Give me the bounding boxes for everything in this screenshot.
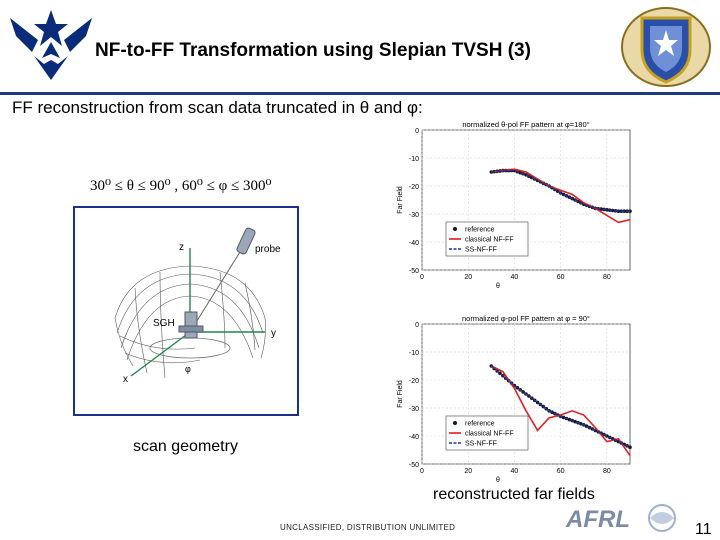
- scan-geometry-caption: scan geometry: [133, 438, 238, 455]
- afrl-logo: AFRL: [565, 504, 676, 533]
- legend-label: classical NF-FF: [465, 237, 514, 244]
- x-tick-label: 40: [511, 274, 519, 281]
- far-field-caption: reconstructed far fields: [433, 486, 595, 503]
- y-tick-label: -40: [409, 434, 419, 441]
- chart-phi-pol: normalized φ-pol FF pattern at φ = 90°0-…: [397, 314, 632, 484]
- y-axis-label: Far Field: [397, 186, 404, 214]
- afrl-logo-text: AFRL: [565, 506, 630, 533]
- y-tick-label: -10: [409, 156, 419, 163]
- y-tick-label: -50: [409, 462, 419, 469]
- x-tick-label: 20: [464, 468, 472, 475]
- sgh-antenna-icon: [184, 311, 198, 339]
- legend-label: SS-NF-FF: [465, 441, 497, 448]
- series-ss-line: [490, 365, 631, 448]
- y-tick-label: -10: [409, 350, 419, 357]
- probe-vector-line: [189, 243, 246, 333]
- y-tick-label: -20: [409, 184, 419, 191]
- x-tick-label: 20: [464, 274, 472, 281]
- reference-point: [628, 445, 632, 449]
- y-tick-label: -50: [409, 268, 419, 275]
- y-tick-label: -30: [409, 406, 419, 413]
- x-tick-label: 60: [557, 274, 565, 281]
- y-tick-label: 0: [415, 128, 419, 135]
- x-tick-label: 0: [420, 274, 424, 281]
- x-tick-label: 60: [557, 468, 565, 475]
- chart-theta-pol: normalized θ-pol FF pattern at φ=180° 0 -1…: [397, 120, 632, 290]
- slide-title: NF-to-FF Transformation using Slepian TV…: [95, 40, 531, 61]
- chart-title: normalized φ-pol FF pattern at φ = 90°: [462, 314, 590, 323]
- legend-label: SS-NF-FF: [465, 247, 497, 254]
- probe-icon: [236, 227, 256, 255]
- x-tick-label: 40: [511, 468, 519, 475]
- legend-marker-reference: [453, 421, 457, 425]
- y-tick-label: 0: [415, 322, 419, 329]
- chart-title: normalized θ-pol FF pattern at φ=180°: [462, 120, 589, 129]
- legend-label: classical NF-FF: [465, 431, 514, 438]
- y-axis-label: Far Field: [397, 380, 404, 408]
- y-tick-label: -20: [409, 378, 419, 385]
- phi-label: φ: [185, 364, 191, 374]
- slide-subtitle: FF reconstruction from scan data truncat…: [12, 98, 423, 117]
- y-tick-label: -40: [409, 240, 419, 247]
- sgh-flange-icon: [178, 325, 204, 333]
- axis-label-y: y: [271, 328, 276, 339]
- legend-marker-reference: [453, 227, 457, 231]
- truncation-formula: 30⁰ ≤ θ ≤ 90⁰ , 60⁰ ≤ φ ≤ 300⁰: [90, 178, 272, 194]
- afrl-shield-emblem: [621, 7, 711, 87]
- legend-label: reference: [465, 421, 495, 428]
- x-tick-label: 80: [603, 468, 611, 475]
- sgh-label: SGH: [153, 318, 175, 329]
- x-tick-label: 0: [420, 468, 424, 475]
- classification-footer: UNCLASSIFIED, DISTRIBUTION UNLIMITED: [280, 523, 456, 532]
- y-tick-label: -30: [409, 212, 419, 219]
- legend-label: reference: [465, 227, 495, 234]
- scan-geometry-frame: z y x probe SGH φ: [73, 206, 299, 416]
- series-classical-line: [491, 168, 631, 224]
- series-classical-line: [490, 365, 631, 457]
- title-divider: [0, 92, 720, 95]
- x-axis-line: [130, 331, 191, 377]
- probe-label: probe: [255, 244, 281, 255]
- x-axis-label: θ: [496, 477, 500, 484]
- axis-label-z: z: [179, 242, 184, 253]
- air-force-logo: [10, 10, 92, 80]
- series-ss-line: [491, 169, 630, 212]
- axis-label-x: x: [123, 374, 128, 385]
- page-number: 11: [695, 521, 712, 538]
- scan-geometry-diagram: z y x probe SGH φ: [114, 227, 281, 385]
- x-axis-label: θ: [496, 283, 500, 290]
- x-tick-label: 80: [603, 274, 611, 281]
